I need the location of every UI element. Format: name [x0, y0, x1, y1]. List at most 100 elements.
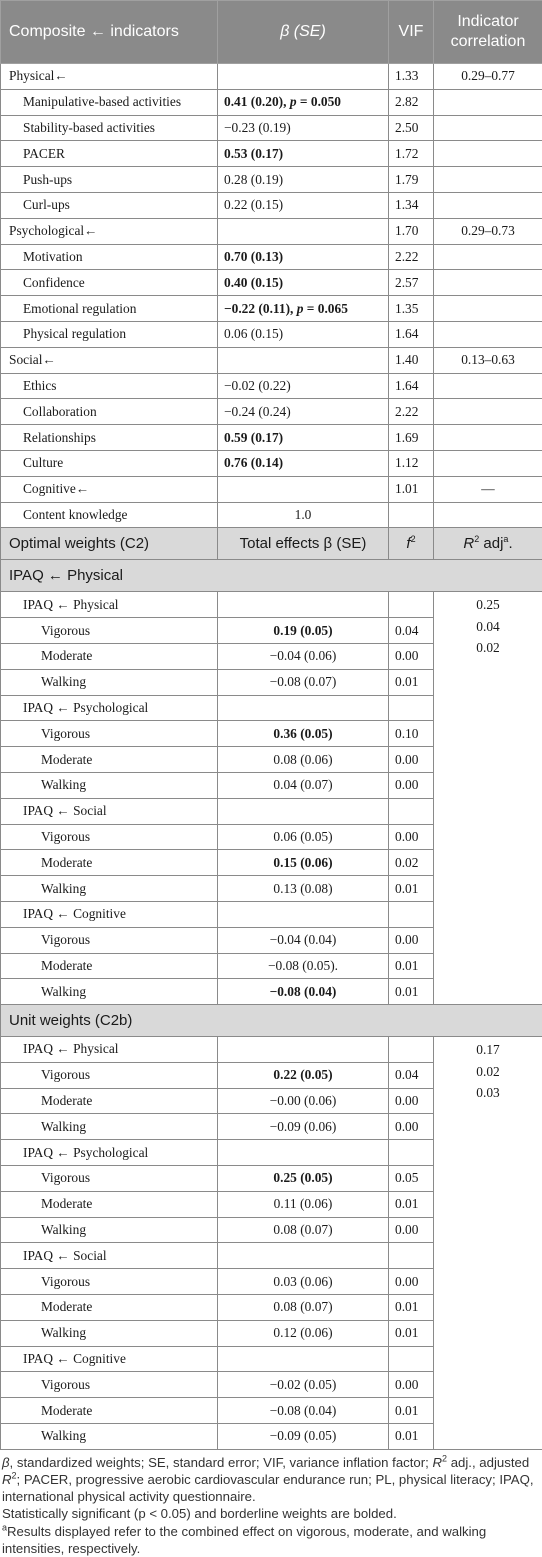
section-subtitle-row: IPAQ ← Physical	[1, 560, 542, 592]
f2-sup: 2	[411, 534, 416, 544]
indicator-beta: 0.53 (0.17)	[218, 141, 389, 167]
indicator-beta: 0.06 (0.15)	[218, 321, 389, 347]
effect-f2: 0.01	[389, 1398, 434, 1424]
r2-value: 0.02	[440, 637, 536, 659]
indicator-row: Emotional regulation−0.22 (0.11), p = 0.…	[1, 296, 542, 322]
r2-value: 0.02	[440, 1061, 536, 1083]
effect-group-f2	[389, 1346, 434, 1372]
r2-header: R2 adja.	[434, 528, 542, 560]
effect-group-f2	[389, 901, 434, 927]
r2-value: 0.04	[440, 616, 536, 638]
indicator-name: PACER	[1, 141, 218, 167]
effect-f2: 0.01	[389, 979, 434, 1005]
effect-intensity: Vigorous	[1, 927, 218, 953]
r2-value: 0.17	[440, 1039, 536, 1061]
r2-dot: .	[508, 535, 512, 552]
indicator-name: Ethics	[1, 373, 218, 399]
indicator-correlation	[434, 502, 542, 528]
effect-group-f2	[389, 1140, 434, 1166]
indicator-beta: 0.40 (0.15)	[218, 270, 389, 296]
indicator-vif: 2.22	[389, 244, 434, 270]
table-header-row: Composite ← indicators β (SE) VIF Indica…	[1, 1, 542, 64]
indicator-beta: −0.24 (0.24)	[218, 399, 389, 425]
effect-f2: 0.00	[389, 1269, 434, 1295]
effect-intensity: Vigorous	[1, 1062, 218, 1088]
header-beta-text: β (SE)	[280, 23, 326, 40]
effect-intensity: Vigorous	[1, 1372, 218, 1398]
effect-intensity: Vigorous	[1, 1269, 218, 1295]
effect-group-f2	[389, 1037, 434, 1063]
indicator-correlation	[434, 167, 542, 193]
composite-name: Social←	[1, 347, 218, 373]
total-effects-header: Total effects β (SE)	[218, 528, 389, 560]
effect-intensity: Walking	[1, 876, 218, 902]
indicator-correlation	[434, 141, 542, 167]
r2-value: 0.03	[440, 1082, 536, 1104]
effect-group-f2	[389, 1243, 434, 1269]
indicator-name: Manipulative-based activities	[1, 89, 218, 115]
effect-beta: 0.08 (0.06)	[218, 747, 389, 773]
effect-f2: 0.05	[389, 1166, 434, 1192]
effect-f2: 0.00	[389, 1217, 434, 1243]
effect-group-beta	[218, 901, 389, 927]
effect-beta: −0.08 (0.04)	[218, 979, 389, 1005]
effect-beta: −0.00 (0.06)	[218, 1088, 389, 1114]
effect-group-name: IPAQ ← Psychological	[1, 695, 218, 721]
composite-beta	[218, 218, 389, 244]
effect-beta: −0.08 (0.05).	[218, 953, 389, 979]
composite-vif: 1.40	[389, 347, 434, 373]
indicator-vif: 2.57	[389, 270, 434, 296]
effect-beta: 0.04 (0.07)	[218, 772, 389, 798]
effect-intensity: Vigorous	[1, 824, 218, 850]
effect-beta: −0.02 (0.05)	[218, 1372, 389, 1398]
indicator-name: Content knowledge	[1, 502, 218, 528]
effect-intensity: Moderate	[1, 1398, 218, 1424]
unit-header-row: Unit weights (C2b)	[1, 1005, 542, 1037]
r2-value: 0.25	[440, 594, 536, 616]
header-composite: Composite ← indicators	[1, 1, 218, 64]
effect-intensity: Vigorous	[1, 618, 218, 644]
indicator-vif: 2.22	[389, 399, 434, 425]
effect-f2: 0.01	[389, 1295, 434, 1321]
effect-intensity: Moderate	[1, 1191, 218, 1217]
effect-group-beta	[218, 1346, 389, 1372]
composite-correlation: 0.13–0.63	[434, 347, 542, 373]
effect-f2: 0.01	[389, 953, 434, 979]
effect-f2: 0.01	[389, 876, 434, 902]
header-correlation-line2: correlation	[451, 33, 526, 50]
indicator-name: Motivation	[1, 244, 218, 270]
indicator-vif: 1.12	[389, 450, 434, 476]
header-beta: β (SE)	[218, 1, 389, 64]
indicator-beta: 0.70 (0.13)	[218, 244, 389, 270]
indicator-beta: −0.23 (0.19)	[218, 115, 389, 141]
indicator-name: Relationships	[1, 425, 218, 451]
indicator-correlation	[434, 115, 542, 141]
section-subtitle: IPAQ ← Physical	[1, 560, 542, 592]
r2-adj: adj	[479, 535, 503, 552]
header-vif: VIF	[389, 1, 434, 64]
indicator-vif: 1.35	[389, 296, 434, 322]
effect-beta: −0.04 (0.04)	[218, 927, 389, 953]
effect-group-f2	[389, 798, 434, 824]
composite-correlation: 0.29–0.73	[434, 218, 542, 244]
effect-group-name: IPAQ ← Physical	[1, 592, 218, 618]
indicator-correlation	[434, 450, 542, 476]
composite-name: Physical←	[1, 64, 218, 90]
effect-intensity: Moderate	[1, 1088, 218, 1114]
indicator-name: Curl-ups	[1, 192, 218, 218]
indicator-row: Ethics−0.02 (0.22)1.64	[1, 373, 542, 399]
effect-group-name: IPAQ ← Cognitive	[1, 901, 218, 927]
composite-vif: 1.33	[389, 64, 434, 90]
